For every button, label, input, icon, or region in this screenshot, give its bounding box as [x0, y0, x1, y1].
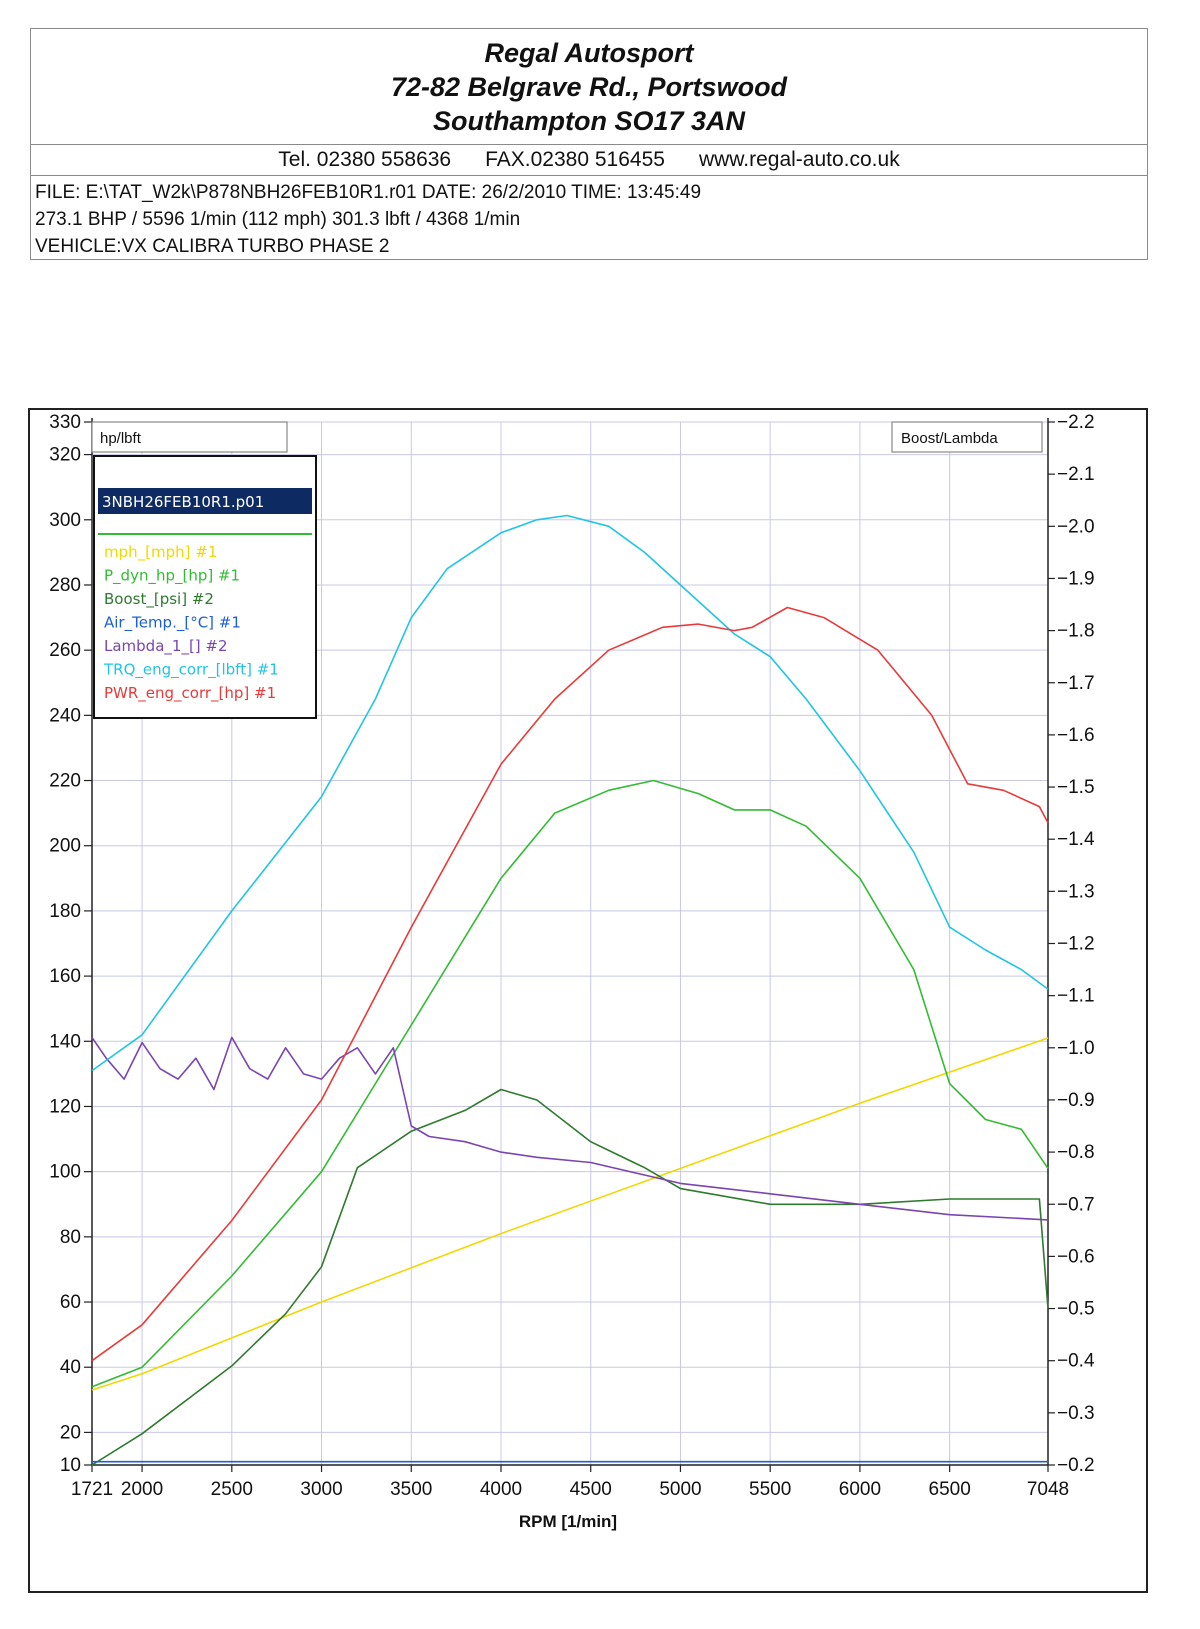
y-right-tick-label: −1.7 — [1057, 673, 1095, 694]
x-axis-title: RPM [1/min] — [519, 1512, 617, 1531]
y-right-tick-label: −0.6 — [1057, 1246, 1095, 1267]
series-line-lambda — [91, 1036, 1049, 1221]
y-left-tick-label: 80 — [60, 1227, 81, 1248]
series-line-pwr — [91, 606, 1049, 1362]
y-right-tick-label: −0.4 — [1057, 1351, 1095, 1372]
y-left-tick-label: 300 — [49, 510, 81, 531]
result-line: 273.1 BHP / 5596 1/min (112 mph) 301.3 l… — [35, 209, 521, 230]
y-right-tick-label: −1.0 — [1057, 1038, 1095, 1059]
y-left-tick-label: 260 — [49, 640, 81, 661]
x-tick-label: 5000 — [659, 1479, 701, 1500]
x-tick-label: 1721 — [71, 1479, 113, 1500]
legend-item: TRQ_eng_corr_[lbft] #1 — [103, 661, 279, 680]
y-right-tick-label: −2.0 — [1057, 516, 1095, 537]
y-right-tick-label: −0.9 — [1057, 1090, 1095, 1111]
legend-item: PWR_eng_corr_[hp] #1 — [104, 684, 276, 703]
y-left-tick-label: 140 — [49, 1031, 81, 1052]
chart-svg: 1721 2000 2500 3000 3500 4000 4500 5000 5500 6000… — [49, 412, 1095, 1531]
series-line-trq — [91, 514, 1049, 1072]
y-right-tick-label: −0.3 — [1057, 1403, 1095, 1424]
legend-item: P_dyn_hp_[hp] #1 — [104, 567, 240, 586]
y-right-tick-label: −1.8 — [1057, 621, 1095, 642]
legend-items: mph_[mph] #1 P_dyn_hp_[hp] #1 Boost_[psi] … — [103, 543, 279, 703]
y-right-tick-label: −1.2 — [1057, 934, 1095, 955]
file-line: FILE: E:\TAT_W2k\P878NBH26FEB10R1.r01 DA… — [35, 182, 702, 203]
contact-row: Tel. 02380 558636 FAX.02380 516455 www.r… — [31, 145, 1147, 176]
y-right-tick-label: −1.5 — [1057, 777, 1095, 798]
company-name: Regal Autosport — [484, 38, 694, 68]
telephone: Tel. 02380 558636 — [278, 148, 452, 171]
y-left-tick-label: 180 — [49, 901, 81, 922]
x-tick-label: 4500 — [570, 1479, 612, 1500]
y-right-tick-label: −1.1 — [1057, 986, 1095, 1007]
legend-item: Boost_[psi] #2 — [104, 590, 214, 609]
y-left-tick-label: 330 — [49, 412, 81, 433]
report-header: Regal Autosport 72-82 Belgrave Rd., Port… — [30, 28, 1148, 260]
y-left-tick-label: 60 — [60, 1292, 81, 1313]
x-tick-label: 7048 — [1027, 1479, 1069, 1500]
x-tick-label: 5500 — [749, 1479, 791, 1500]
y-right-tick-label: −1.3 — [1057, 881, 1095, 902]
left-axis-unit-box — [91, 421, 288, 453]
y-left-tick-label: 20 — [60, 1422, 81, 1443]
y-left-tick-label: 40 — [60, 1357, 81, 1378]
company-city: Southampton SO17 3AN — [432, 106, 746, 136]
right-axis-unit-box — [891, 421, 1043, 453]
series-line-boost — [91, 1088, 1049, 1466]
y-left-tick-label: 200 — [49, 836, 81, 857]
x-tick-label: 6500 — [929, 1479, 971, 1500]
y-right-tick-label: −2.2 — [1057, 412, 1095, 433]
website: www.regal-auto.co.uk — [698, 148, 900, 171]
y-right-tick-label: −0.7 — [1057, 1194, 1095, 1215]
y-left-tick-label: 160 — [49, 966, 81, 987]
y-right-tick-label: −1.9 — [1057, 568, 1095, 589]
legend-item: mph_[mph] #1 — [104, 543, 217, 562]
legend-item: Lambda_1_[] #2 — [104, 637, 228, 656]
x-tick-label: 2000 — [121, 1479, 163, 1500]
y-right-tick-label: −2.1 — [1057, 464, 1095, 485]
y-left-tick-label: 240 — [49, 705, 81, 726]
y-left-tick-label: 320 — [49, 445, 81, 466]
vehicle-line: VEHICLE:VX CALIBRA TURBO PHASE 2 — [35, 236, 390, 257]
x-tick-label: 6000 — [839, 1479, 881, 1500]
run-info: FILE: E:\TAT_W2k\P878NBH26FEB10R1.r01 DA… — [35, 179, 701, 260]
company-info: Regal Autosport 72-82 Belgrave Rd., Port… — [31, 29, 1147, 145]
axes: 1721 2000 2500 3000 3500 4000 4500 5000 5500 6000… — [49, 412, 1095, 1500]
y-left-tick-label: 220 — [49, 771, 81, 792]
right-axis-label: Boost/Lambda — [901, 430, 998, 447]
x-tick-label: 3500 — [390, 1479, 432, 1500]
legend-file: 3NBH26FEB10R1.p01 — [102, 493, 264, 511]
series-line-mph — [91, 1037, 1049, 1391]
legend: 3NBH26FEB10R1.p01 mph_[mph] #1 P_dyn_hp_[… — [93, 455, 317, 719]
y-right-tick-label: −0.5 — [1057, 1299, 1095, 1320]
series-lines — [91, 514, 1049, 1466]
y-left-tick-label: 100 — [49, 1162, 81, 1183]
y-left-tick-label: 280 — [49, 575, 81, 596]
y-left-tick-label: 10 — [60, 1455, 81, 1476]
x-tick-label: 4000 — [480, 1479, 522, 1500]
left-axis-label: hp/lbft — [100, 430, 142, 447]
dyno-chart: 1721 2000 2500 3000 3500 4000 4500 5000 5500 6000… — [28, 408, 1148, 1593]
company-address: 72-82 Belgrave Rd., Portswood — [390, 72, 788, 102]
x-tick-label: 3000 — [300, 1479, 342, 1500]
legend-item: Air_Temp._[°C] #1 — [104, 614, 241, 633]
y-right-tick-label: −1.4 — [1057, 829, 1095, 850]
x-tick-label: 2500 — [211, 1479, 253, 1500]
y-right-tick-label: −0.8 — [1057, 1142, 1095, 1163]
y-left-tick-label: 120 — [49, 1096, 81, 1117]
legend-file-highlight — [98, 488, 312, 514]
fax: FAX.02380 516455 — [485, 148, 665, 171]
y-right-tick-label: −1.6 — [1057, 725, 1095, 746]
y-right-tick-label: −0.2 — [1057, 1455, 1095, 1476]
series-line-p — [91, 779, 1049, 1388]
